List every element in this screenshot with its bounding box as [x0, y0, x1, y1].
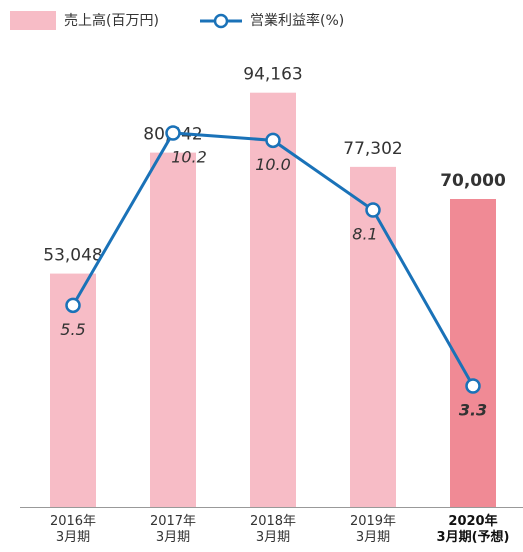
- legend-marker: [213, 13, 229, 29]
- legend-label: 売上高(百万円): [64, 12, 159, 29]
- line-value-label: 10.2: [171, 148, 207, 167]
- x-tick-label: 2020年 3月期(予想): [436, 514, 510, 545]
- bar: [450, 199, 496, 507]
- line-value-label: 5.5: [60, 320, 85, 339]
- bar: [250, 92, 296, 507]
- legend-swatch-bar: [10, 11, 56, 30]
- line-marker: [465, 378, 481, 394]
- line-marker: [365, 202, 381, 218]
- bar-value-label: 77,302: [343, 139, 402, 159]
- bar: [150, 152, 196, 507]
- x-tick-label: 2018年 3月期: [249, 514, 297, 545]
- line-marker: [65, 297, 81, 314]
- x-tick-label: 2016年 3月期: [49, 514, 97, 545]
- line-value-label: 8.1: [352, 225, 377, 244]
- line-marker: [265, 132, 281, 149]
- bar-value-label: 70,000: [440, 171, 506, 191]
- line-value-label: 3.3: [459, 401, 487, 420]
- line-value-label: 10.0: [255, 155, 291, 174]
- line-marker: [165, 125, 181, 141]
- x-tick-label: 2019年 3月期: [349, 514, 397, 545]
- bar-value-label: 53,048: [43, 246, 102, 266]
- bar: [350, 166, 396, 507]
- bar-value-label: 94,163: [243, 65, 302, 85]
- x-tick-label: 2017年 3月期: [149, 514, 197, 545]
- legend-label: 営業利益率(%): [250, 12, 344, 29]
